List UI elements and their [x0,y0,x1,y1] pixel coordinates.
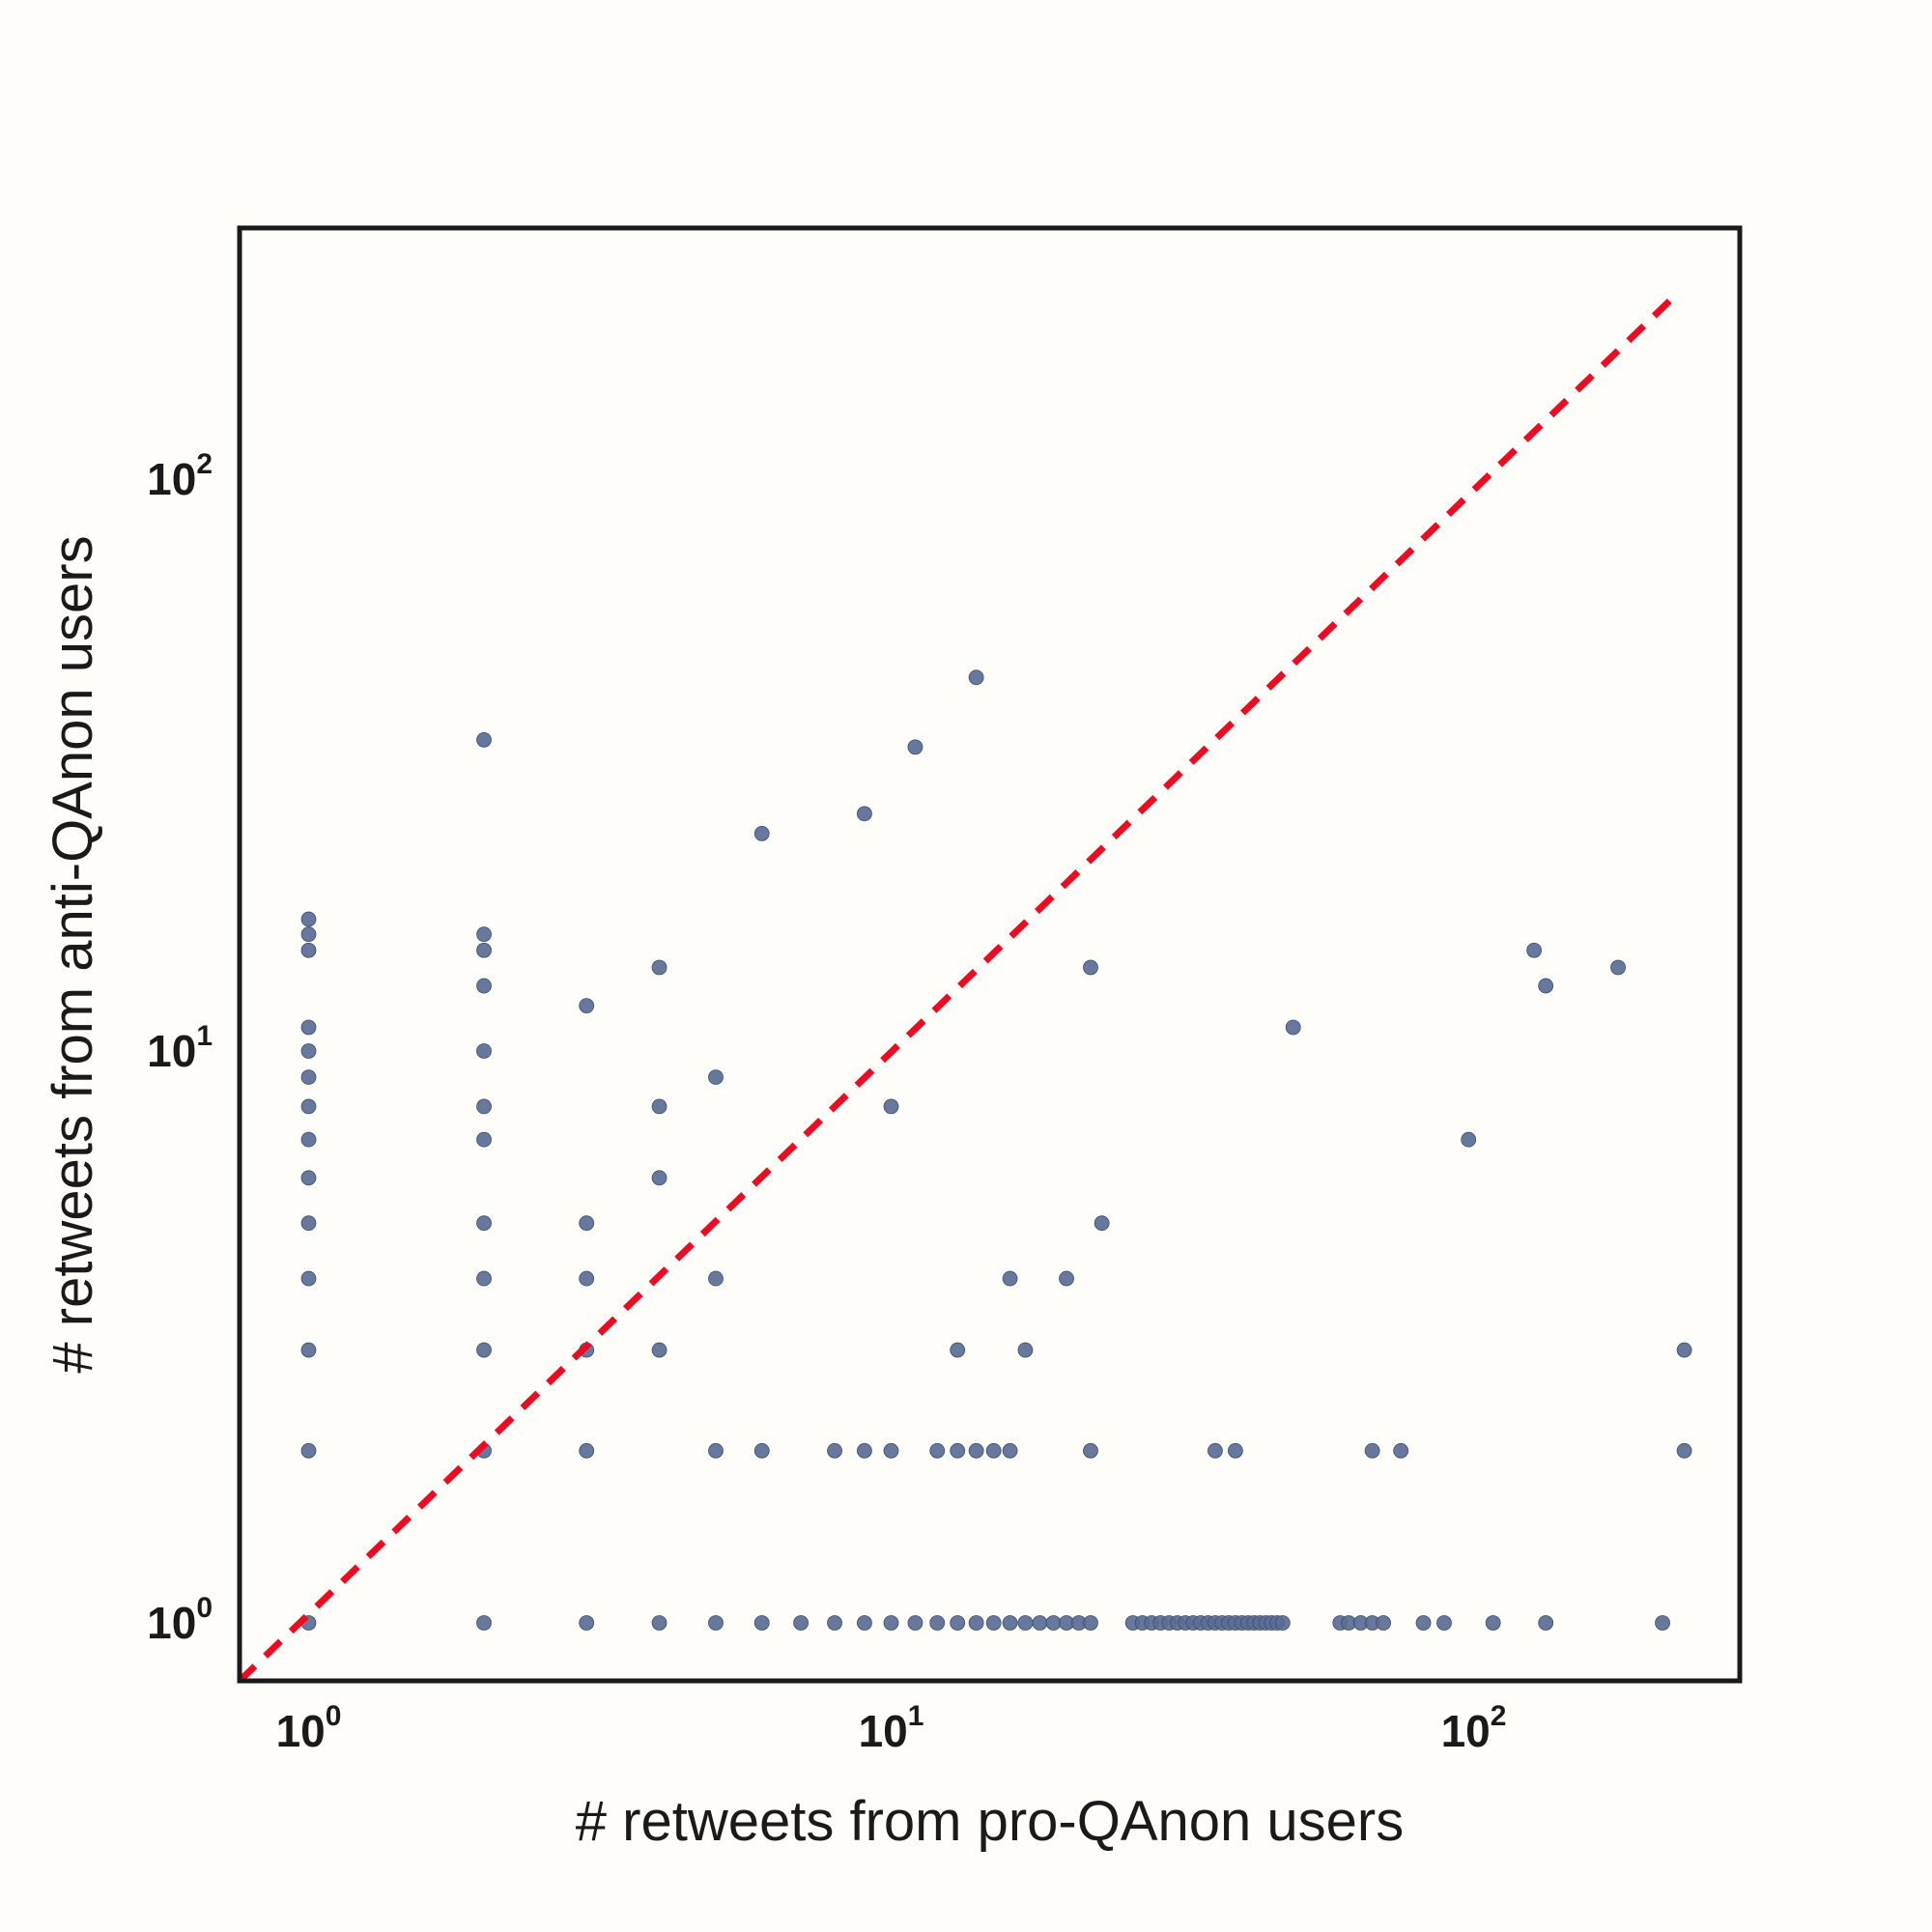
svg-text:# retweets from anti-QAnon use: # retweets from anti-QAnon users [42,535,104,1373]
svg-text:# retweets from pro-QAnon user: # retweets from pro-QAnon users [576,1790,1404,1853]
